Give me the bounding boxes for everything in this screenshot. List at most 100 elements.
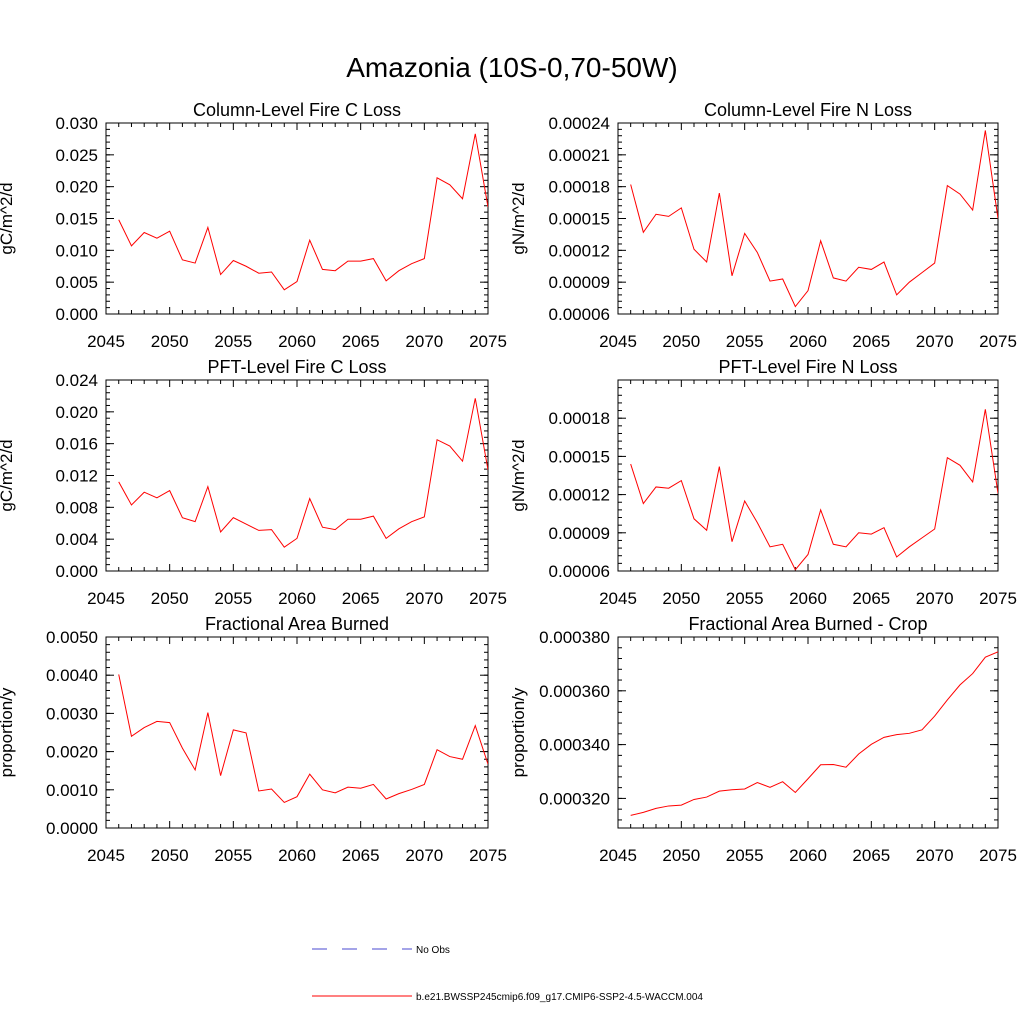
legend-entry-no-obs: No Obs — [312, 945, 450, 956]
panel-column-level-fire-n-loss-frame — [617, 122, 999, 315]
panel-fractional-area-burned-crop-ytick-label: 0.000320 — [539, 789, 610, 808]
panel-column-level-fire-c-loss-title: Column-Level Fire C Loss — [193, 100, 401, 120]
panel-pft-level-fire-c-loss-ytick-label: 0.000 — [55, 562, 98, 581]
panel-column-level-fire-n-loss-ytick-label: 0.00015 — [549, 210, 610, 229]
panel-fractional-area-burned-crop-series-line-0 — [630, 651, 998, 816]
panel-pft-level-fire-n-loss-xtick-label: 2050 — [662, 589, 700, 608]
panel-column-level-fire-c-loss-ytick-label: 0.025 — [55, 146, 98, 165]
panel-column-level-fire-n-loss: Column-Level Fire N Loss 2045 2050 2055 2060… — [509, 100, 1017, 351]
panel-fractional-area-burned-xtick-label: 2070 — [405, 846, 443, 865]
panel-fractional-area-burned: Fractional Area Burned 2045 2050 2055 2060 20… — [0, 614, 507, 865]
panel-column-level-fire-n-loss-xtick-label: 2065 — [852, 332, 890, 351]
panel-fractional-area-burned-xtick-label: 2050 — [151, 846, 189, 865]
panel-fractional-area-burned-xtick-label: 2060 — [278, 846, 316, 865]
panel-pft-level-fire-n-loss-xtick-label: 2060 — [789, 589, 827, 608]
panel-column-level-fire-c-loss-ytick-label: 0.015 — [55, 210, 98, 229]
panel-pft-level-fire-c-loss-ytick-label: 0.012 — [55, 467, 98, 486]
panel-fractional-area-burned-xtick-label: 2065 — [342, 846, 380, 865]
panel-pft-level-fire-c-loss-xtick-label: 2045 — [87, 589, 125, 608]
panel-column-level-fire-c-loss-xtick-label: 2060 — [278, 332, 316, 351]
panel-pft-level-fire-c-loss-xtick-label: 2060 — [278, 589, 316, 608]
panel-fractional-area-burned-frame — [105, 636, 489, 829]
panel-pft-level-fire-c-loss-title: PFT-Level Fire C Loss — [207, 357, 386, 377]
panel-fractional-area-burned-crop-xtick-label: 2050 — [662, 846, 700, 865]
panel-column-level-fire-n-loss-xtick-label: 2050 — [662, 332, 700, 351]
panel-column-level-fire-c-loss-xtick-label: 2045 — [87, 332, 125, 351]
panel-fractional-area-burned-crop-xtick-label: 2045 — [599, 846, 637, 865]
panel-column-level-fire-c-loss-ytick-label: 0.000 — [55, 305, 98, 324]
panel-column-level-fire-c-loss-ylabel: gC/m^2/d — [0, 182, 16, 254]
panel-column-level-fire-n-loss-ylabel: gN/m^2/d — [509, 182, 528, 254]
panel-fractional-area-burned-ylabel: proportion/y — [0, 687, 16, 777]
panel-column-level-fire-n-loss-title: Column-Level Fire N Loss — [704, 100, 912, 120]
panel-pft-level-fire-n-loss-ylabel: gN/m^2/d — [509, 439, 528, 511]
panel-pft-level-fire-n-loss-series-line-0 — [630, 409, 998, 571]
panel-fractional-area-burned-xtick-label: 2045 — [87, 846, 125, 865]
panel-fractional-area-burned-crop-ylabel: proportion/y — [509, 687, 528, 777]
panel-fractional-area-burned-title: Fractional Area Burned — [205, 614, 389, 634]
panel-fractional-area-burned-crop-ytick-label: 0.000360 — [539, 682, 610, 701]
panel-fractional-area-burned-crop-ytick-label: 0.000340 — [539, 736, 610, 755]
panel-column-level-fire-n-loss-ytick-label: 0.00009 — [549, 273, 610, 292]
panel-pft-level-fire-c-loss-xtick-label: 2055 — [214, 589, 252, 608]
panel-column-level-fire-c-loss-ytick-label: 0.020 — [55, 178, 98, 197]
panel-pft-level-fire-n-loss-xtick-label: 2065 — [852, 589, 890, 608]
panel-pft-level-fire-n-loss-ytick-label: 0.00006 — [549, 562, 610, 581]
panel-column-level-fire-n-loss-xtick-label: 2055 — [726, 332, 764, 351]
panel-column-level-fire-c-loss-xtick-label: 2050 — [151, 332, 189, 351]
panel-fractional-area-burned-crop-title: Fractional Area Burned - Crop — [688, 614, 927, 634]
panel-column-level-fire-n-loss-ytick-label: 0.00018 — [549, 178, 610, 197]
panel-fractional-area-burned-ytick-label: 0.0030 — [46, 704, 98, 723]
legend-label-model-run: b.e21.BWSSP245cmip6.f09_g17.CMIP6-SSP2-4… — [416, 992, 703, 1003]
panel-pft-level-fire-n-loss-xtick-label: 2045 — [599, 589, 637, 608]
panel-pft-level-fire-c-loss-xtick-label: 2070 — [405, 589, 443, 608]
panel-pft-level-fire-c-loss-series-line-0 — [118, 398, 488, 548]
panel-fractional-area-burned-ytick-label: 0.0040 — [46, 666, 98, 685]
panel-pft-level-fire-n-loss-xtick-label: 2075 — [979, 589, 1017, 608]
panel-fractional-area-burned-crop-xtick-label: 2060 — [789, 846, 827, 865]
panel-pft-level-fire-n-loss-ytick-label: 0.00009 — [549, 524, 610, 543]
panel-pft-level-fire-c-loss-ytick-label: 0.024 — [55, 371, 98, 390]
panel-fractional-area-burned-xtick-label: 2055 — [214, 846, 252, 865]
panel-column-level-fire-n-loss-xtick-label: 2060 — [789, 332, 827, 351]
panel-column-level-fire-c-loss-xtick-label: 2055 — [214, 332, 252, 351]
panel-column-level-fire-c-loss: Column-Level Fire C Loss 2045 2050 2055 2060… — [0, 100, 507, 351]
legend-entry-model-run: b.e21.BWSSP245cmip6.f09_g17.CMIP6-SSP2-4… — [312, 992, 703, 1003]
panel-column-level-fire-n-loss-ytick-label: 0.00012 — [549, 241, 610, 260]
panel-fractional-area-burned-ytick-label: 0.0010 — [46, 781, 98, 800]
panel-column-level-fire-c-loss-ytick-label: 0.030 — [55, 114, 98, 133]
panel-fractional-area-burned-ytick-label: 0.0000 — [46, 819, 98, 838]
panel-fractional-area-burned-crop-xtick-label: 2055 — [726, 846, 764, 865]
panel-pft-level-fire-n-loss-frame — [617, 379, 999, 572]
panel-pft-level-fire-n-loss-ytick-label: 0.00018 — [549, 409, 610, 428]
panel-column-level-fire-n-loss-ytick-label: 0.00021 — [549, 146, 610, 165]
panel-column-level-fire-n-loss-ytick-label: 0.00024 — [549, 114, 610, 133]
panel-column-level-fire-c-loss-series-line-0 — [118, 133, 488, 291]
figure-title: Amazonia (10S-0,70-50W) — [346, 52, 677, 83]
panel-fractional-area-burned-ytick-label: 0.0020 — [46, 743, 98, 762]
panel-column-level-fire-c-loss-ytick-label: 0.005 — [55, 273, 98, 292]
panel-column-level-fire-n-loss-xtick-label: 2070 — [916, 332, 954, 351]
panel-fractional-area-burned-xtick-label: 2075 — [469, 846, 507, 865]
panel-pft-level-fire-c-loss-ytick-label: 0.008 — [55, 498, 98, 517]
panel-fractional-area-burned-crop-xtick-label: 2070 — [916, 846, 954, 865]
panel-pft-level-fire-n-loss-title: PFT-Level Fire N Loss — [718, 357, 897, 377]
panel-column-level-fire-n-loss-series-line-0 — [630, 130, 998, 308]
legend: No Obs b.e21.BWSSP245cmip6.f09_g17.CMIP6… — [312, 945, 703, 1003]
panel-column-level-fire-c-loss-xtick-label: 2065 — [342, 332, 380, 351]
chart-panels: Column-Level Fire C Loss 2045 2050 2055 2060… — [0, 100, 1017, 865]
panel-pft-level-fire-c-loss: PFT-Level Fire C Loss 2045 2050 2055 2060 206… — [0, 357, 507, 608]
panel-pft-level-fire-c-loss-xtick-label: 2050 — [151, 589, 189, 608]
panel-pft-level-fire-c-loss-ytick-label: 0.004 — [55, 530, 98, 549]
panel-column-level-fire-c-loss-xtick-label: 2075 — [469, 332, 507, 351]
panel-fractional-area-burned-crop: Fractional Area Burned - Crop 2045 2050 205… — [509, 614, 1017, 865]
panel-pft-level-fire-n-loss-xtick-label: 2070 — [916, 589, 954, 608]
panel-pft-level-fire-c-loss-ylabel: gC/m^2/d — [0, 439, 16, 511]
panel-fractional-area-burned-crop-xtick-label: 2065 — [852, 846, 890, 865]
panel-fractional-area-burned-series-line-0 — [118, 674, 488, 804]
panel-pft-level-fire-c-loss-ytick-label: 0.020 — [55, 403, 98, 422]
panel-column-level-fire-c-loss-xtick-label: 2070 — [405, 332, 443, 351]
panel-column-level-fire-n-loss-xtick-label: 2045 — [599, 332, 637, 351]
panel-fractional-area-burned-ytick-label: 0.0050 — [46, 628, 98, 647]
